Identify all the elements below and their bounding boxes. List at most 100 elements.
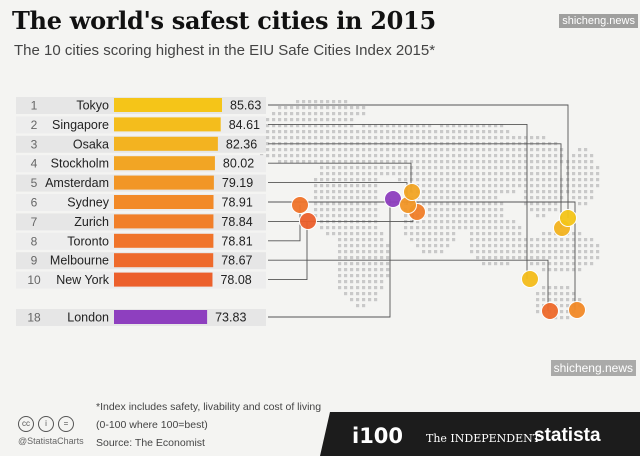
map-dot: [524, 202, 528, 206]
map-dot: [470, 196, 474, 200]
map-dot: [536, 310, 540, 314]
bar-row: 5 Amsterdam 79.19: [16, 174, 266, 192]
map-dot: [374, 130, 378, 134]
map-dot: [422, 202, 426, 206]
map-dot: [350, 190, 354, 194]
map-dot: [314, 112, 318, 116]
map-dot: [434, 136, 438, 140]
map-dot: [356, 262, 360, 266]
value-label: 78.84: [221, 215, 252, 229]
map-dot: [356, 304, 360, 308]
map-dot: [392, 130, 396, 134]
map-dot: [458, 148, 462, 152]
map-dot: [410, 166, 414, 170]
map-dot: [356, 166, 360, 170]
map-dot: [536, 184, 540, 188]
map-dot: [422, 130, 426, 134]
map-dot: [350, 154, 354, 158]
map-dot: [380, 130, 384, 134]
map-dot: [512, 160, 516, 164]
map-dot: [368, 130, 372, 134]
map-dot: [326, 124, 330, 128]
map-dot: [524, 178, 528, 182]
map-dot: [380, 166, 384, 170]
map-dot: [434, 226, 438, 230]
map-dot: [584, 148, 588, 152]
map-dot: [374, 166, 378, 170]
map-dot: [404, 160, 408, 164]
map-dot: [320, 214, 324, 218]
map-dot: [368, 250, 372, 254]
map-dot: [572, 184, 576, 188]
map-dot: [350, 160, 354, 164]
map-dot: [314, 154, 318, 158]
map-dot: [482, 184, 486, 188]
map-dot: [368, 280, 372, 284]
map-dot: [584, 178, 588, 182]
map-dot: [440, 226, 444, 230]
map-dot: [266, 118, 270, 122]
map-dot: [404, 124, 408, 128]
map-dot: [578, 184, 582, 188]
map-dot: [278, 148, 282, 152]
map-dot: [500, 226, 504, 230]
map-dot: [272, 130, 276, 134]
map-dot: [590, 190, 594, 194]
map-dot: [374, 262, 378, 266]
map-dot: [560, 310, 564, 314]
map-dot: [278, 136, 282, 140]
map-dot: [476, 178, 480, 182]
map-dot: [350, 202, 354, 206]
map-dot: [452, 190, 456, 194]
map-dot: [434, 244, 438, 248]
map-dot: [506, 232, 510, 236]
map-dot: [356, 196, 360, 200]
map-dot: [440, 208, 444, 212]
map-dot: [314, 118, 318, 122]
map-dot: [338, 148, 342, 152]
map-dot: [530, 190, 534, 194]
map-dot: [374, 256, 378, 260]
map-dot: [326, 190, 330, 194]
map-dot: [446, 124, 450, 128]
map-dot: [296, 130, 300, 134]
map-dot: [326, 160, 330, 164]
map-dot: [506, 166, 510, 170]
map-dot: [560, 160, 564, 164]
map-dot: [368, 208, 372, 212]
map-dot: [320, 106, 324, 110]
map-dot: [386, 172, 390, 176]
map-dot: [452, 136, 456, 140]
map-dot: [362, 274, 366, 278]
map-dot: [266, 130, 270, 134]
map-dot: [494, 244, 498, 248]
map-dot: [392, 166, 396, 170]
bar: [114, 272, 213, 287]
map-dot: [362, 214, 366, 218]
value-label: 78.91: [222, 196, 253, 210]
map-dot: [476, 238, 480, 242]
map-dot: [314, 202, 318, 206]
map-dot: [572, 232, 576, 236]
map-dot: [554, 154, 558, 158]
map-dot: [368, 196, 372, 200]
map-dot: [344, 106, 348, 110]
map-dot: [512, 238, 516, 242]
map-dot: [470, 172, 474, 176]
map-dot: [470, 124, 474, 128]
map-dot: [518, 238, 522, 242]
map-dot: [338, 172, 342, 176]
map-dot: [542, 202, 546, 206]
map-dot: [506, 238, 510, 242]
map-dot: [278, 118, 282, 122]
map-dot: [284, 130, 288, 134]
map-dot: [530, 208, 534, 212]
map-dot: [578, 250, 582, 254]
map-dot: [542, 136, 546, 140]
map-dot: [428, 166, 432, 170]
value-label: 82.36: [226, 137, 257, 151]
map-dot: [536, 244, 540, 248]
map-dot: [446, 178, 450, 182]
map-dot: [488, 184, 492, 188]
map-dot: [494, 196, 498, 200]
